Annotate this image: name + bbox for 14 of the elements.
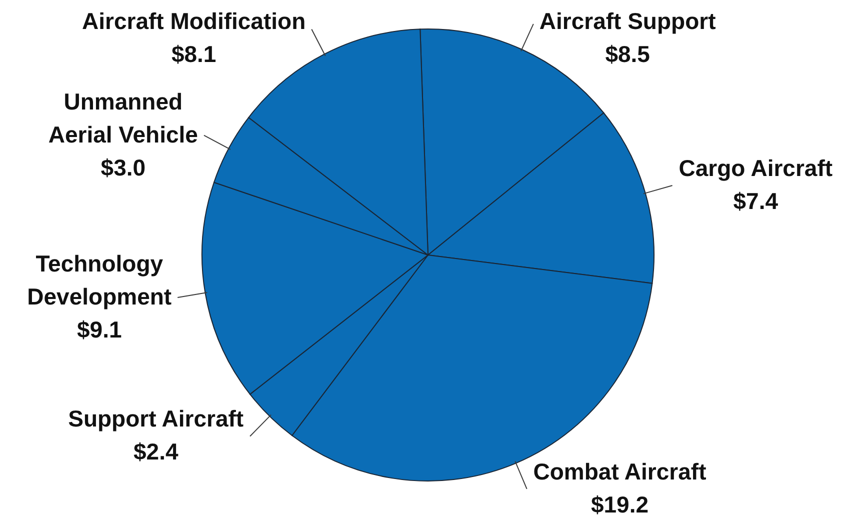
slice-label: Support Aircraft (68, 406, 244, 432)
slice-label: Aircraft Support (539, 8, 716, 34)
data-label: $9.1 (76, 316, 122, 343)
slice-label: Unmanned Aerial Vehicle (48, 88, 198, 148)
data-label: $7.4 (733, 188, 778, 214)
slice-label: Cargo Aircraft (678, 154, 833, 181)
slice-label: Technology Development (27, 250, 172, 310)
data-label: $2.4 (133, 438, 178, 465)
data-label: $19.2 (590, 491, 649, 518)
data-label: $8.1 (171, 41, 216, 67)
data-label: $8.5 (605, 41, 650, 67)
slice-label: Combat Aircraft (533, 458, 707, 484)
data-label: $3.0 (100, 154, 146, 180)
slice-label: Aircraft Modification (82, 8, 306, 34)
